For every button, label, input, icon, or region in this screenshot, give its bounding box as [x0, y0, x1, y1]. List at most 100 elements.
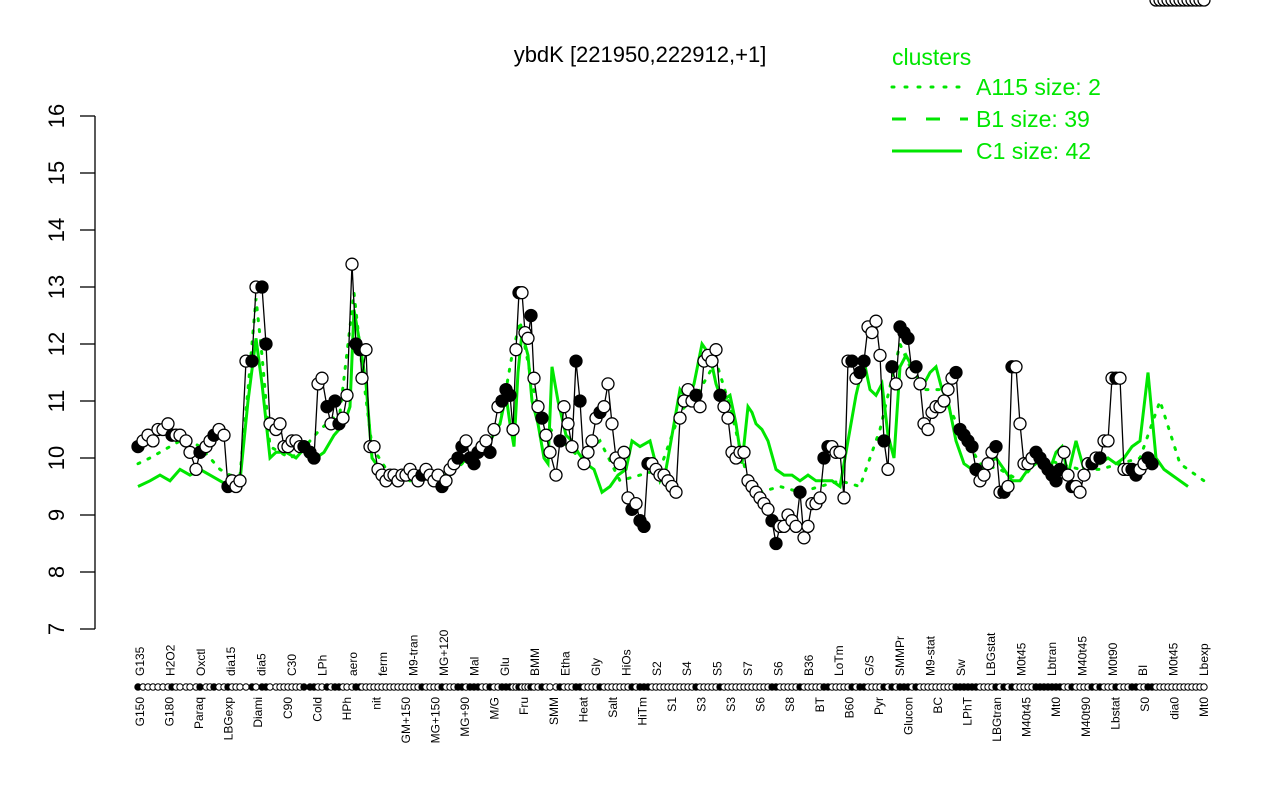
data-point — [345, 257, 359, 271]
x-tick-label: Lbstat — [1108, 696, 1122, 729]
rug-marker — [186, 683, 194, 691]
data-point — [881, 462, 895, 477]
data-point — [833, 445, 847, 459]
x-tick-label: M0t45 — [1167, 642, 1181, 676]
data-point — [1009, 360, 1023, 374]
data-point — [689, 388, 703, 402]
data-point — [601, 377, 615, 391]
data-point — [941, 382, 955, 397]
rug-marker — [242, 683, 250, 691]
x-tick-label: Oxctl — [194, 649, 208, 676]
data-point — [509, 343, 523, 357]
y-tick-label: 15 — [44, 161, 69, 185]
data-point — [989, 439, 1003, 454]
x-tick-label: B36 — [802, 654, 816, 676]
data-point — [506, 422, 520, 437]
rug-marker — [546, 683, 554, 691]
legend-title: clusters — [892, 44, 972, 70]
x-tick-label: S6 — [754, 697, 768, 712]
data-point — [259, 337, 273, 351]
data-point — [865, 325, 879, 340]
y-tick-label: 7 — [44, 623, 69, 635]
rug-marker — [300, 683, 308, 691]
data-point — [1113, 371, 1127, 385]
data-point — [693, 400, 707, 414]
x-tick-label: Glu — [498, 657, 512, 676]
solid-line-icon — [892, 149, 962, 153]
x-tick-label: M40t45 — [1020, 697, 1034, 737]
dotted-line-icon — [890, 85, 968, 89]
data-point — [359, 343, 373, 357]
y-tick-label: 16 — [44, 104, 69, 128]
x-tick-label: M9-tran — [407, 635, 421, 676]
data-point — [487, 422, 501, 437]
data-point — [527, 371, 541, 385]
data-point — [1001, 479, 1015, 494]
data-point — [367, 439, 381, 454]
x-tick-label: aero — [346, 652, 360, 676]
x-tick-label: HiOs — [619, 649, 633, 676]
dashed-line-icon — [892, 117, 968, 121]
data-point — [217, 428, 231, 442]
data-point — [857, 354, 871, 368]
data-point — [535, 411, 549, 425]
legend-entry-c1: C1 size: 42 — [890, 135, 1101, 167]
data-point — [557, 400, 571, 414]
rug-marker — [236, 683, 244, 691]
data-point — [889, 377, 903, 391]
x-tick-label: LPh — [315, 655, 329, 676]
x-tick-label: G150 — [133, 697, 147, 727]
data-point — [673, 411, 687, 425]
y-tick-label: 10 — [44, 446, 69, 470]
data-point — [340, 388, 354, 402]
x-tick-label: HiTm — [635, 697, 649, 726]
x-tick-label: SMM — [547, 697, 561, 725]
data-point — [573, 394, 587, 408]
x-tick-label: B60 — [842, 697, 856, 719]
data-point — [617, 445, 631, 459]
x-tick-label: Paraq — [192, 697, 206, 729]
data-point — [1073, 485, 1087, 499]
x-tick-label: C30 — [285, 654, 299, 676]
x-tick-label: G/S — [863, 655, 877, 676]
x-tick-label: BC — [931, 697, 945, 714]
data-point — [717, 400, 731, 414]
x-tick-label: dia0 — [1167, 697, 1181, 720]
x-tick-label: G180 — [163, 697, 177, 727]
x-tick-label: S2 — [650, 661, 664, 676]
data-point — [315, 371, 329, 385]
data-point — [909, 360, 923, 374]
rug-marker — [1200, 683, 1208, 691]
x-tick-label: S0 — [1138, 697, 1152, 712]
data-point — [937, 394, 951, 408]
x-tick-label: Gly — [589, 658, 603, 676]
data-point — [789, 519, 803, 534]
data-point — [813, 491, 827, 505]
data-point — [189, 462, 203, 477]
x-tick-label: M9-stat — [923, 635, 937, 676]
x-tick-label: MG+120 — [437, 629, 451, 676]
x-tick-label: Lbexp — [1197, 643, 1211, 676]
data-point — [585, 434, 599, 448]
x-tick-label: Cold — [310, 697, 324, 722]
x-tick-label: M/G — [488, 697, 502, 720]
data-point — [233, 474, 247, 488]
data-point — [467, 457, 481, 471]
data-point — [737, 445, 751, 459]
data-point — [328, 394, 342, 408]
data-point — [307, 451, 321, 465]
rug-marker — [252, 683, 260, 691]
legend: clusters A115 size: 2 B1 size: 39 C1 siz… — [890, 44, 1101, 167]
data-point — [845, 354, 859, 368]
x-tick-label: LoTm — [832, 645, 846, 676]
data-point — [543, 445, 557, 459]
data-point — [336, 411, 350, 425]
data-point — [981, 457, 995, 471]
data-point — [1057, 445, 1071, 459]
data-point — [524, 308, 538, 323]
x-tick-label: Mt0 — [1049, 697, 1063, 717]
x-tick-label: Glucon — [901, 697, 915, 735]
x-tick-label: LBGexp — [222, 697, 236, 741]
legend-label: A115 size: 2 — [976, 73, 1101, 100]
data-point — [613, 457, 627, 471]
